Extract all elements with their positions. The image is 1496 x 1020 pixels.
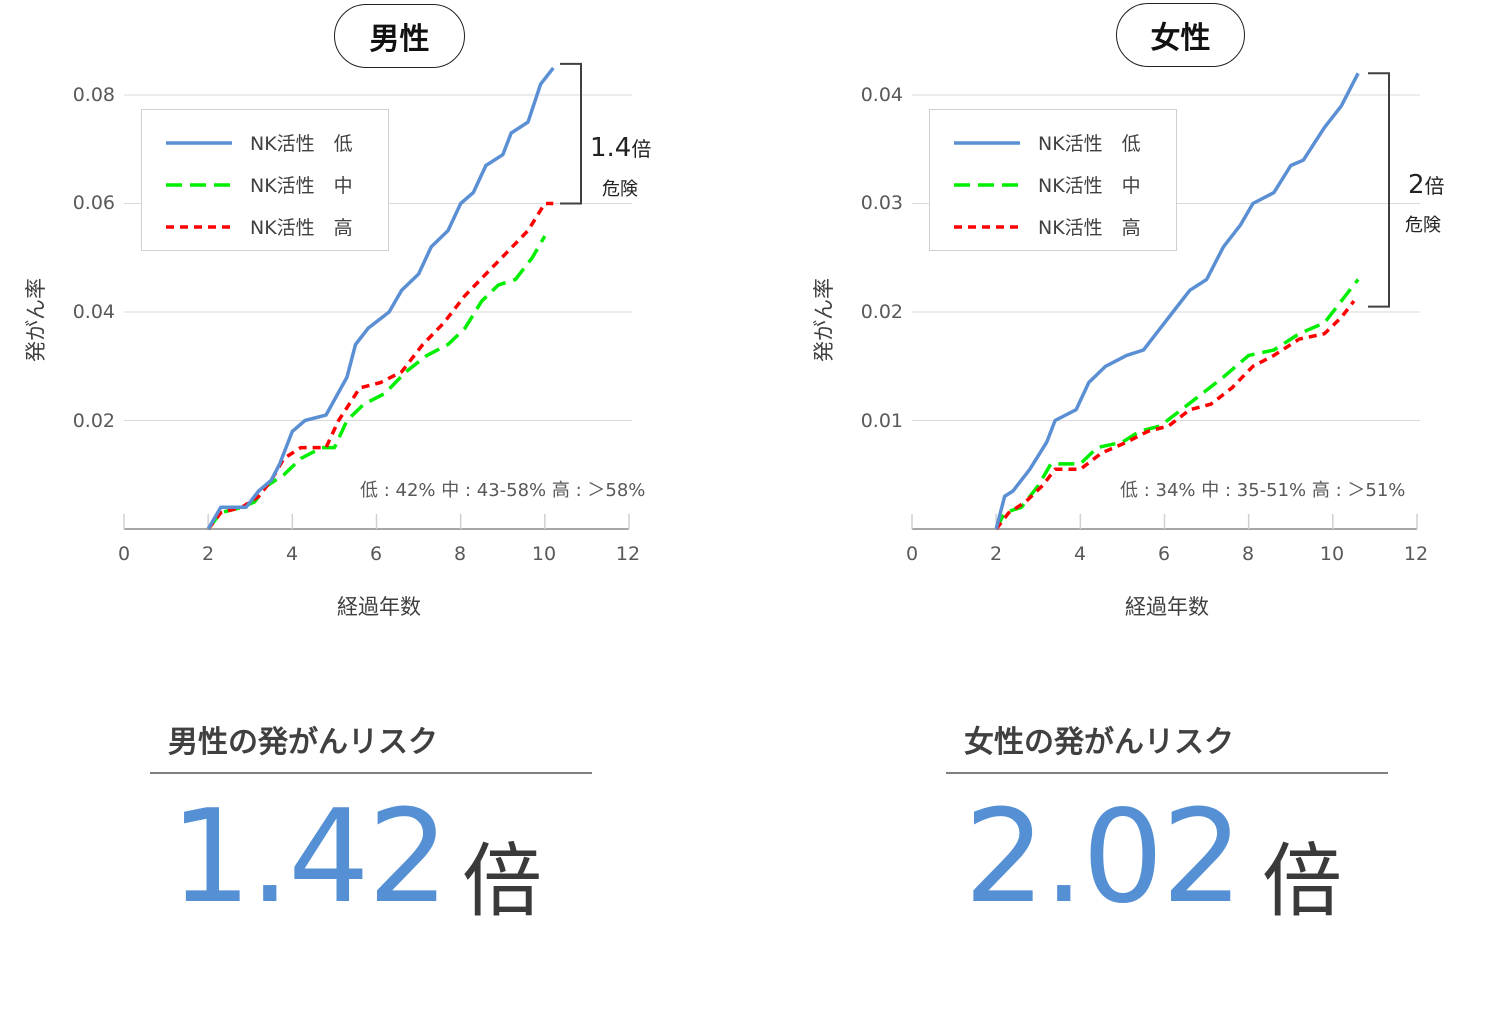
female-risk-summary: 女性の発がんリスク 2.02 倍 bbox=[946, 718, 1388, 924]
male-risk-summary: 男性の発がんリスク 1.42 倍 bbox=[150, 718, 592, 924]
legend-label: NK活性 中 bbox=[1038, 175, 1141, 197]
male-ytick-0.06: 0.06 bbox=[72, 192, 115, 214]
divider bbox=[946, 772, 1388, 774]
series-line-short-dash bbox=[994, 300, 1356, 531]
series-line-solid bbox=[994, 72, 1360, 530]
male-ytick-0.02: 0.02 bbox=[72, 410, 115, 432]
female-ytick-0.01: 0.01 bbox=[860, 410, 903, 432]
male-xtick-0: 0 bbox=[117, 543, 131, 565]
female-ratio-label: 2倍 bbox=[1408, 170, 1445, 200]
male-xtick-6: 6 bbox=[369, 543, 383, 565]
female-xtick-4: 4 bbox=[1073, 543, 1087, 565]
female-risk-value: 2.02 bbox=[964, 783, 1243, 932]
male-risk-heading: 男性の発がんリスク bbox=[168, 725, 438, 760]
female-ytick-0.02: 0.02 bbox=[860, 301, 903, 323]
male-risk-value: 1.42 bbox=[170, 783, 449, 932]
legend-item-high: NK活性 高 bbox=[954, 213, 1141, 240]
female-x-axis-title: 経過年数 bbox=[1125, 595, 1209, 619]
female-y-axis-title: 発がん率 bbox=[812, 278, 836, 362]
female-activity-note: 低 : 34% 中 : 35-51% 高 : ＞51% bbox=[1120, 480, 1406, 501]
female-ytick-0.04: 0.04 bbox=[860, 84, 903, 106]
series-line-solid bbox=[206, 66, 555, 530]
male-xtick-12: 12 bbox=[615, 543, 641, 565]
male-ytick-0.08: 0.08 bbox=[72, 84, 115, 106]
risk-bracket bbox=[560, 62, 582, 205]
female-risk-label: 危険 bbox=[1405, 215, 1441, 236]
long-dash-line-icon bbox=[954, 182, 1020, 187]
solid-line-icon bbox=[954, 140, 1020, 145]
male-risk-value-row: 1.42 倍 bbox=[150, 774, 592, 924]
male-y-axis-title: 発がん率 bbox=[24, 278, 48, 362]
female-chart-title: 女性 bbox=[1116, 3, 1245, 67]
female-risk-unit: 倍 bbox=[1262, 835, 1342, 928]
series-line-long-dash bbox=[994, 278, 1360, 530]
legend-item-high: NK活性 高 bbox=[166, 213, 353, 240]
divider bbox=[150, 772, 592, 774]
female-xtick-6: 6 bbox=[1157, 543, 1171, 565]
legend-item-mid: NK活性 中 bbox=[954, 171, 1141, 198]
short-dash-line-icon bbox=[166, 224, 232, 229]
female-xtick-12: 12 bbox=[1403, 543, 1429, 565]
female-xtick-0: 0 bbox=[905, 543, 919, 565]
male-xtick-2: 2 bbox=[201, 543, 215, 565]
male-xtick-10: 10 bbox=[531, 543, 557, 565]
solid-line-icon bbox=[166, 140, 232, 145]
male-ratio-unit: 倍 bbox=[631, 137, 652, 161]
male-chart-title: 男性 bbox=[334, 4, 465, 68]
female-xtick-2: 2 bbox=[989, 543, 1003, 565]
long-dash-line-icon bbox=[166, 182, 232, 187]
female-xtick-10: 10 bbox=[1319, 543, 1345, 565]
female-xtick-8: 8 bbox=[1241, 543, 1255, 565]
legend-item-mid: NK活性 中 bbox=[166, 171, 353, 198]
male-xtick-8: 8 bbox=[453, 543, 467, 565]
legend-label: NK活性 低 bbox=[250, 133, 353, 155]
female-ratio-unit: 倍 bbox=[1424, 174, 1445, 198]
male-risk-unit: 倍 bbox=[462, 835, 542, 928]
male-x-axis-title: 経過年数 bbox=[337, 595, 421, 619]
male-ratio-label: 1.4倍 bbox=[590, 133, 651, 163]
male-ratio-number: 1.4 bbox=[590, 133, 632, 163]
legend-item-low: NK活性 低 bbox=[954, 129, 1141, 156]
female-ratio-number: 2 bbox=[1408, 170, 1425, 200]
legend-label: NK活性 低 bbox=[1038, 133, 1141, 155]
male-ytick-0.04: 0.04 bbox=[72, 301, 115, 323]
legend-label: NK活性 高 bbox=[1038, 217, 1141, 239]
legend-item-low: NK活性 低 bbox=[166, 129, 353, 156]
female-ytick-0.03: 0.03 bbox=[860, 192, 903, 214]
risk-bracket bbox=[1368, 72, 1390, 308]
series-line-short-dash bbox=[206, 201, 554, 531]
short-dash-line-icon bbox=[954, 224, 1020, 229]
female-legend: NK活性 低 NK活性 中 NK活性 高 bbox=[929, 109, 1177, 251]
male-xtick-4: 4 bbox=[285, 543, 299, 565]
legend-label: NK活性 中 bbox=[250, 175, 353, 197]
female-risk-heading: 女性の発がんリスク bbox=[964, 725, 1234, 760]
male-activity-note: 低 : 42% 中 : 43-58% 高 : ＞58% bbox=[360, 480, 646, 501]
female-risk-value-row: 2.02 倍 bbox=[946, 774, 1388, 924]
male-risk-label: 危険 bbox=[602, 179, 638, 200]
legend-label: NK活性 高 bbox=[250, 217, 353, 239]
male-legend: NK活性 低 NK活性 中 NK活性 高 bbox=[141, 109, 389, 251]
